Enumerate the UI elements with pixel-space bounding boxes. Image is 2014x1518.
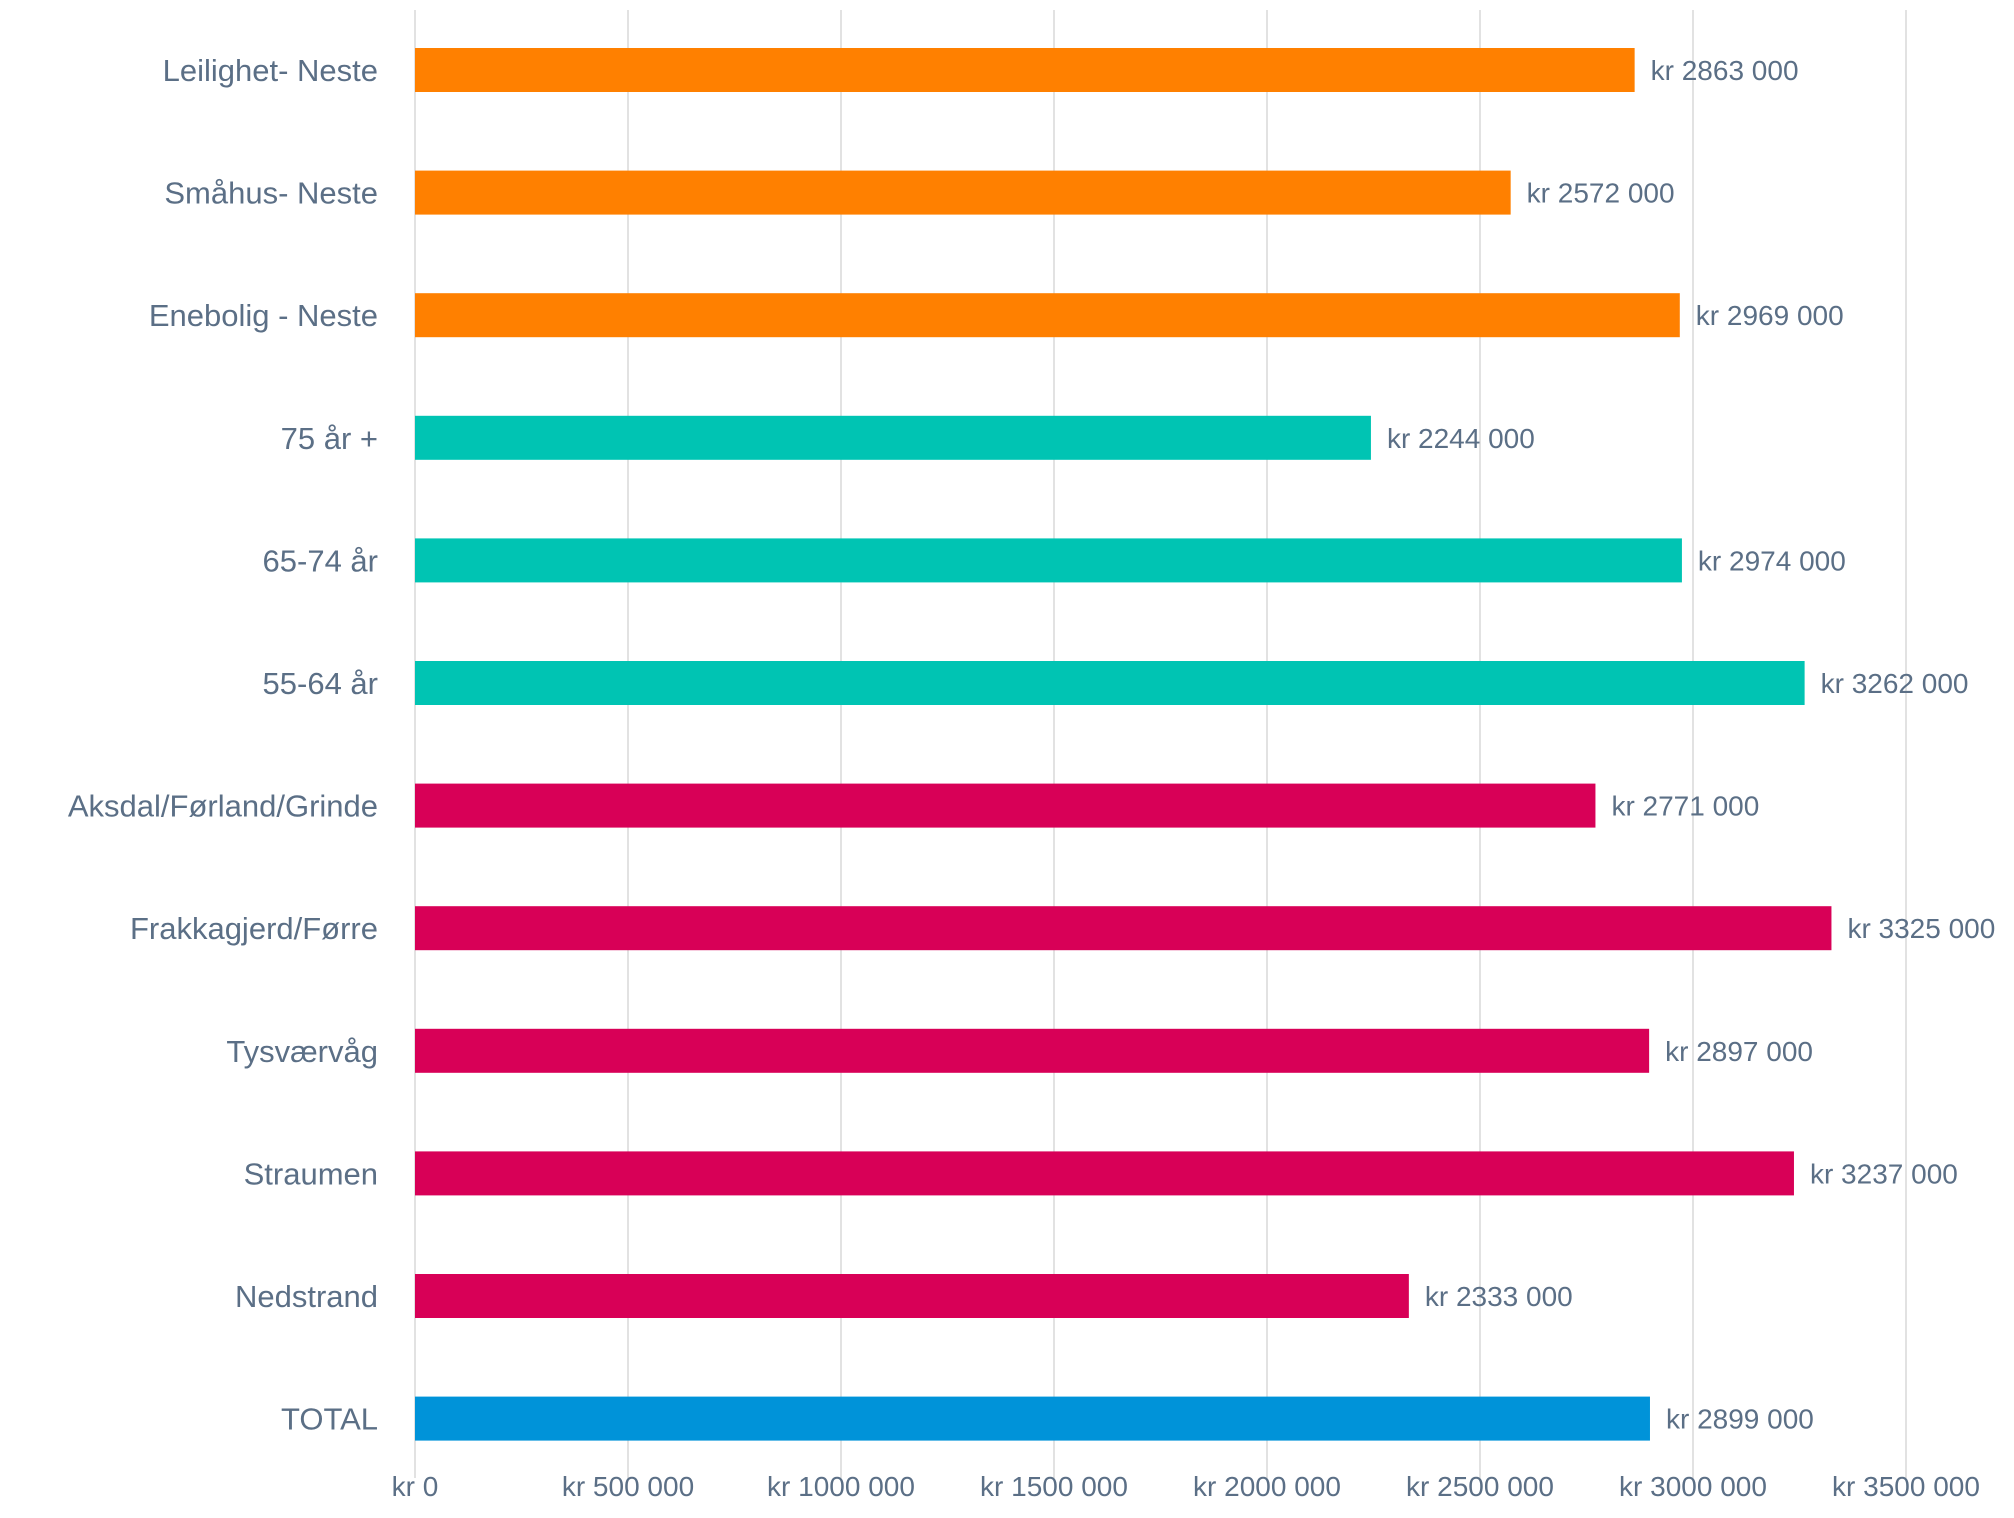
gridlines [414,10,1907,1478]
bar [415,415,1371,460]
category-label: 75 år + [281,421,378,456]
bar [415,170,1511,215]
x-axis-tick-labels: kr 0 kr 500 000 kr 1000 000 kr 1500 000 kr 2… [392,1471,1980,1502]
bar [415,906,1832,951]
x-tick-label: kr 3000 000 [1619,1471,1767,1502]
category-label: Småhus- Neste [164,176,378,211]
x-tick-label: kr 500 000 [562,1471,694,1502]
category-label: 65-74 år [263,543,378,578]
category-label: 55-64 år [263,666,378,701]
data-label: kr 2969 000 [1696,300,1844,331]
bar [415,783,1596,828]
category-label: Leilighet- Neste [163,53,378,88]
category-label: Straumen [244,1156,378,1191]
data-label: kr 2244 000 [1387,423,1535,454]
data-label: kr 2771 000 [1611,791,1759,822]
bar [415,1028,1650,1073]
data-label: kr 2863 000 [1651,55,1799,86]
bar [415,661,1805,705]
category-label: Aksdal/Førland/Grinde [68,789,378,824]
category-label: Nedstrand [235,1279,378,1314]
x-tick-label: kr 1000 000 [767,1471,915,1502]
data-label: kr 2974 000 [1698,545,1846,576]
x-tick-label: kr 1500 000 [980,1471,1128,1502]
bar [415,48,1635,92]
bar [415,1274,1409,1318]
bar [415,538,1682,583]
x-tick-label: kr 0 [392,1471,439,1502]
x-tick-label: kr 2500 000 [1406,1471,1554,1502]
bar [415,1396,1650,1441]
data-label: kr 3325 000 [1847,913,1995,944]
x-tick-label: kr 3500 000 [1832,1471,1980,1502]
data-label: kr 2333 000 [1425,1281,1573,1312]
data-label: kr 3237 000 [1810,1158,1958,1189]
category-label: Frakkagjerd/Førre [130,911,378,946]
category-label: Enebolig - Neste [149,298,378,333]
data-label: kr 2572 000 [1527,178,1675,209]
category-label: Tysværvåg [226,1034,378,1069]
data-labels: kr 2863 000 kr 2572 000 kr 2969 000 kr 2244… [1387,55,1995,1435]
data-label: kr 3262 000 [1821,668,1969,699]
bars [415,48,1832,1441]
x-tick-label: kr 2000 000 [1193,1471,1341,1502]
bar [415,293,1680,338]
data-label: kr 2897 000 [1665,1036,1813,1067]
data-label: kr 2899 000 [1666,1404,1814,1435]
category-labels: Leilighet- Neste Småhus- Neste Enebolig - … [68,53,378,1437]
category-label: TOTAL [281,1402,378,1437]
bar [415,1151,1794,1196]
